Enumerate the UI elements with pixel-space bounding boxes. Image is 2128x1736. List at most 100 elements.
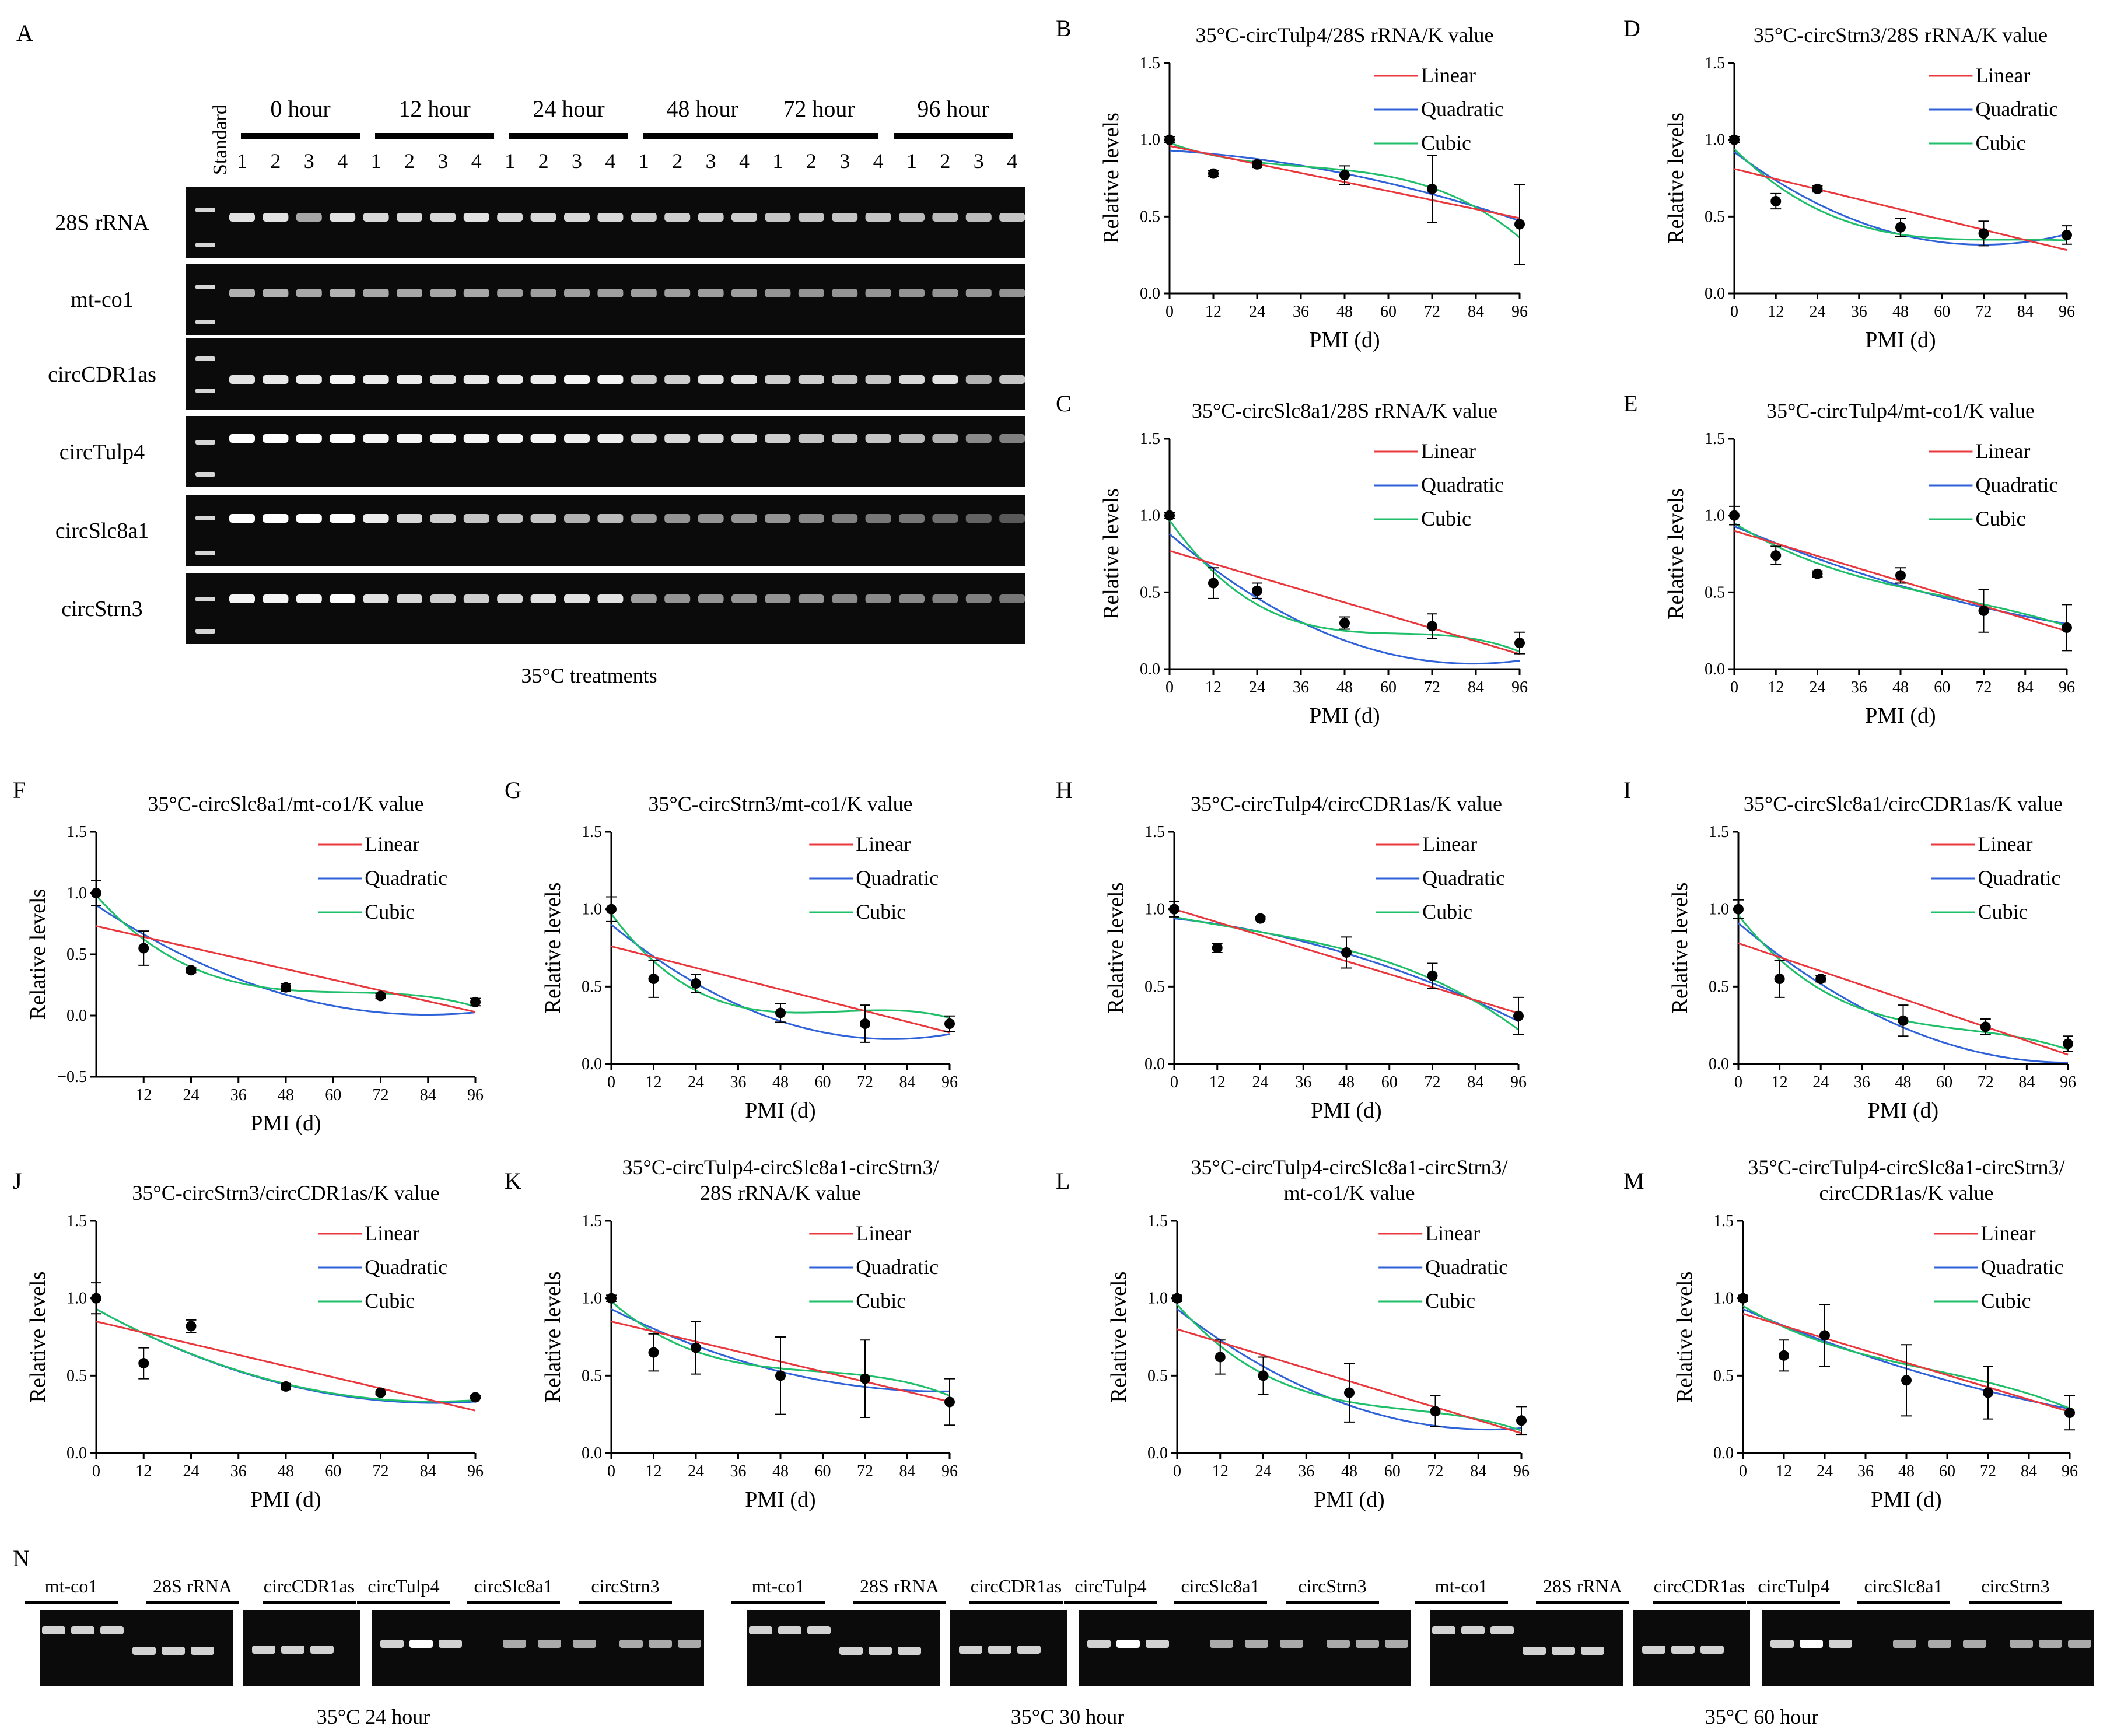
- y-tick-label: 1.0: [1140, 507, 1160, 525]
- gel-lane-label: circTulp4: [368, 1576, 439, 1597]
- data-point: [2064, 1395, 2075, 1431]
- gel-band: [410, 1640, 433, 1648]
- data-point: [281, 982, 291, 993]
- chart-e: E 35°C-circTulp4/mt-co1/K value 0.0 0.5 1.0 1…: [1623, 390, 2075, 728]
- gel-lane-rule: [970, 1601, 1063, 1604]
- lane-number: 3: [438, 149, 448, 173]
- time-group-label: 24 hour: [533, 96, 604, 122]
- gel-band: [229, 213, 255, 222]
- y-tick-label: 0.5: [1140, 583, 1160, 601]
- fit-curve-linear: [96, 925, 476, 1013]
- gel-band: [296, 375, 322, 384]
- x-tick-label: 48: [1336, 303, 1353, 321]
- gel-band: [1356, 1640, 1379, 1648]
- panel-letter: K: [505, 1168, 522, 1194]
- gel-band: [898, 1647, 921, 1655]
- gel-band: [1461, 1626, 1485, 1634]
- x-tick-label: 0: [1734, 1073, 1742, 1091]
- gel-band: [798, 594, 824, 603]
- lane-number: 1: [907, 149, 917, 173]
- x-tick-label: 12: [646, 1462, 662, 1480]
- data-point: [1341, 936, 1352, 969]
- chart-title: 35°C-circStrn3/mt-co1/K value: [648, 792, 912, 816]
- x-tick-label: 24: [1249, 678, 1265, 696]
- gel-band: [497, 213, 523, 222]
- x-tick-label: 96: [467, 1086, 484, 1104]
- chart-c: C 35°C-circSlc8a1/28S rRNA/K value 0.0 0.5 1…: [1056, 390, 1528, 728]
- chart-title: 35°C-circSlc8a1/28S rRNA/K value: [1192, 399, 1497, 422]
- x-tick-label: 48: [1898, 1462, 1915, 1480]
- y-tick-label: 0.0: [1144, 1055, 1165, 1073]
- gel-lane-rule: [1653, 1601, 1746, 1604]
- chart-title: mt-co1/K value: [1284, 1181, 1415, 1205]
- x-tick-label: 12: [1776, 1462, 1792, 1480]
- chart-d: D 35°C-circStrn3/28S rRNA/K value 0.0 0.5 1.…: [1623, 15, 2075, 352]
- x-tick-label: 24: [183, 1462, 200, 1480]
- legend-label: Linear: [1421, 64, 1476, 87]
- gel-band: [965, 375, 992, 384]
- gel-row-label: 28S rRNA: [55, 211, 149, 235]
- lane-number: 2: [270, 149, 281, 173]
- chart-i: I 35°C-circSlc8a1/circCDR1as/K value 0.0 0.…: [1623, 777, 2076, 1123]
- data-point: [1978, 589, 1989, 633]
- legend-label: Cubic: [1978, 900, 2028, 923]
- legend-label: Linear: [1422, 832, 1477, 856]
- point-marker: [944, 1396, 955, 1408]
- point-marker: [860, 1373, 870, 1384]
- gel-band: [1432, 1626, 1455, 1634]
- lane-number: 4: [471, 149, 482, 173]
- x-tick-label: 48: [772, 1462, 789, 1480]
- y-tick-label: 1.5: [1709, 823, 1729, 841]
- gel-group: mt-co1 28S rRNA circCDR1as circTulp4 circSlc…: [732, 1576, 1411, 1728]
- data-point: [1819, 1304, 1830, 1367]
- x-tick-label: 24: [1812, 1073, 1829, 1091]
- x-tick-label: 96: [1511, 678, 1528, 696]
- gel-band: [839, 1647, 863, 1655]
- gel-band: [631, 594, 657, 603]
- gel-band: [497, 514, 523, 523]
- chart-j: J 35°C-circStrn3/circCDR1as/K value 0.0 0.5…: [13, 1168, 484, 1512]
- gel-band: [999, 289, 1026, 298]
- x-tick-label: 72: [1424, 303, 1440, 321]
- ladder-band: [195, 320, 215, 324]
- point-marker: [1812, 183, 1823, 194]
- lane-number: 1: [639, 149, 649, 173]
- gel-band: [932, 289, 958, 298]
- gel-band: [564, 434, 590, 443]
- panel-letter: H: [1056, 777, 1073, 803]
- legend-label: Quadratic: [365, 1255, 447, 1279]
- data-point: [1729, 134, 1740, 145]
- point-marker: [1164, 510, 1175, 521]
- ladder-band: [195, 388, 215, 393]
- point-marker: [1983, 1387, 1993, 1398]
- y-tick-label: 1.0: [1709, 901, 1729, 919]
- gel-band: [832, 289, 858, 298]
- data-point: [1214, 1339, 1226, 1375]
- point-marker: [1815, 974, 1826, 985]
- gel-band: [1210, 1640, 1233, 1648]
- x-tick-label: 60: [325, 1462, 341, 1480]
- x-tick-label: 60: [815, 1462, 831, 1480]
- gel-band: [530, 289, 556, 298]
- data-point: [691, 974, 701, 993]
- data-point: [775, 1336, 786, 1415]
- gel-band: [229, 514, 255, 523]
- point-marker: [1427, 621, 1437, 632]
- point-marker: [1729, 134, 1740, 145]
- data-point: [1895, 567, 1906, 584]
- gel-band: [262, 594, 289, 603]
- gel-band: [698, 594, 724, 603]
- point-marker: [186, 965, 197, 976]
- gel-band: [798, 375, 824, 384]
- x-tick-label: 0: [92, 1462, 100, 1480]
- point-marker: [944, 1019, 955, 1030]
- gel-band: [965, 434, 992, 443]
- x-tick-label: 12: [1209, 1073, 1226, 1091]
- gel-band: [999, 213, 1026, 222]
- gel-band: [664, 375, 691, 384]
- y-tick-label: 1.5: [66, 1212, 87, 1230]
- point-marker: [606, 1293, 617, 1304]
- gel-band: [965, 594, 992, 603]
- point-marker: [1774, 974, 1785, 985]
- x-tick-label: 0: [1173, 1462, 1181, 1480]
